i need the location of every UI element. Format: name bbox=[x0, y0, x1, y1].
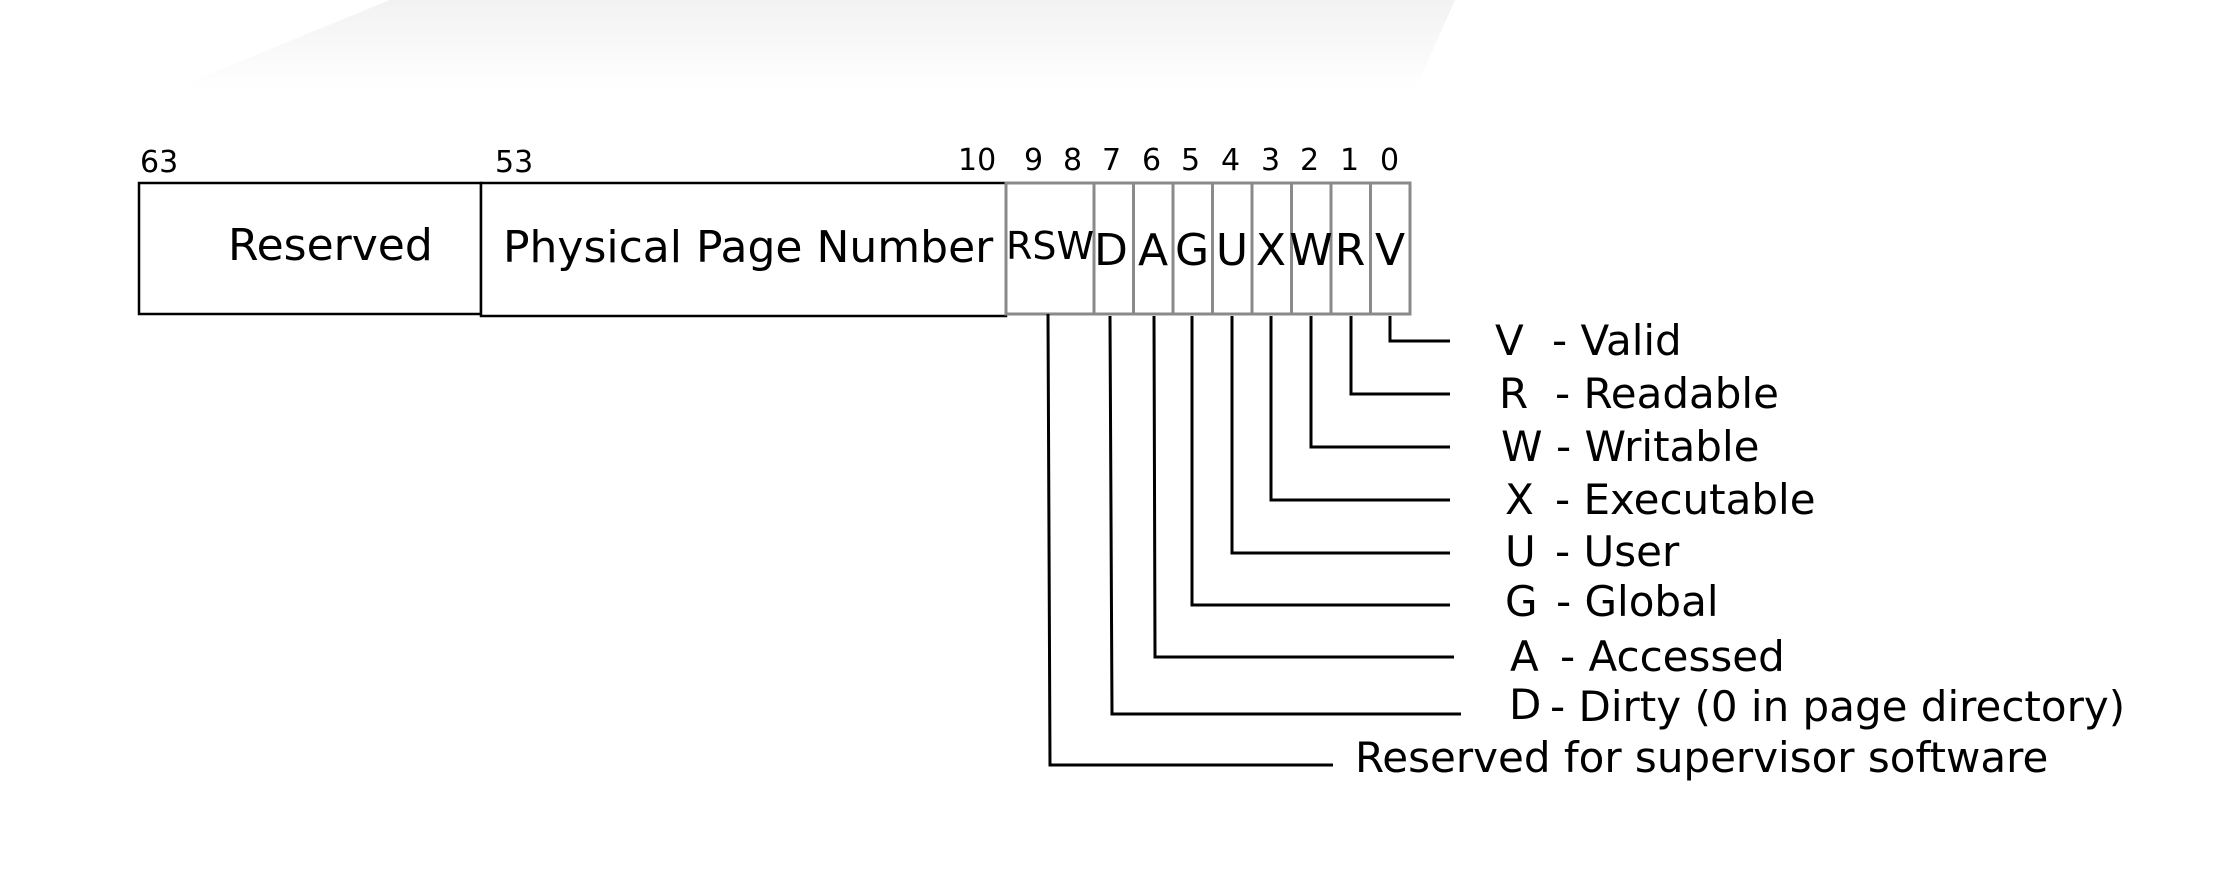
flag-box-a bbox=[1132, 181, 1175, 316]
leader-line-g bbox=[1190, 316, 1450, 607]
leader-line-u bbox=[1230, 316, 1450, 555]
bit-number-10: 10 bbox=[958, 143, 996, 178]
flag-label-d: D bbox=[1094, 225, 1128, 276]
bit-number-53: 53 bbox=[495, 145, 533, 180]
legend-letter-x: X bbox=[1505, 475, 1534, 524]
bit-number-3: 3 bbox=[1261, 143, 1280, 178]
ppn-field-box bbox=[479, 181, 1008, 318]
leader-line-w bbox=[1309, 316, 1450, 449]
legend-desc-w: - Writable bbox=[1556, 422, 1759, 471]
reserved-field-box bbox=[137, 181, 483, 316]
legend-desc-a: - Accessed bbox=[1560, 632, 1785, 681]
rsw-field-label: RSW bbox=[1006, 224, 1094, 268]
leader-line-x bbox=[1269, 316, 1450, 502]
flag-label-v: V bbox=[1375, 225, 1405, 276]
legend-desc-x: - Executable bbox=[1555, 475, 1816, 524]
bit-number-6: 6 bbox=[1142, 143, 1161, 178]
ppn-field-label: Physical Page Number bbox=[503, 222, 994, 273]
flag-label-r: R bbox=[1335, 225, 1366, 276]
flag-label-g: G bbox=[1175, 225, 1209, 276]
flag-box-r bbox=[1329, 181, 1372, 316]
bit-number-2: 2 bbox=[1300, 143, 1319, 178]
rsw-field-box bbox=[1004, 181, 1096, 316]
flag-box-v bbox=[1369, 181, 1412, 316]
flag-label-u: U bbox=[1216, 225, 1248, 276]
legend-desc-g: - Global bbox=[1556, 577, 1718, 626]
legend-letter-d: D bbox=[1509, 680, 1541, 729]
bit-number-9: 9 bbox=[1024, 143, 1043, 178]
legend-desc-v: - Valid bbox=[1552, 316, 1682, 365]
background-shade bbox=[170, 0, 1455, 90]
bit-number-7: 7 bbox=[1102, 143, 1121, 178]
bit-number-0: 0 bbox=[1380, 143, 1399, 178]
flag-box-x bbox=[1250, 181, 1293, 316]
flag-label-a: A bbox=[1138, 225, 1168, 276]
legend-letter-w: W bbox=[1501, 422, 1543, 471]
flag-box-u bbox=[1211, 181, 1254, 316]
bit-number-1: 1 bbox=[1340, 143, 1359, 178]
leader-line-a bbox=[1152, 315, 1454, 659]
leader-line-r bbox=[1349, 316, 1450, 396]
flag-label-w: W bbox=[1289, 225, 1333, 276]
legend-letter-v: V bbox=[1495, 316, 1524, 365]
legend-desc-d: - Dirty (0 in page directory) bbox=[1550, 682, 2125, 731]
legend-letter-u: U bbox=[1505, 527, 1536, 576]
legend-letter-g: G bbox=[1505, 577, 1538, 626]
leader-line-d bbox=[1108, 315, 1461, 716]
bit-number-63: 63 bbox=[140, 145, 178, 180]
legend-desc-u: - User bbox=[1555, 527, 1680, 576]
leader-line-rsw bbox=[1046, 313, 1333, 767]
legend-rsw-desc: Reserved for supervisor software bbox=[1355, 733, 2048, 782]
bit-number-4: 4 bbox=[1221, 143, 1240, 178]
legend-desc-r: - Readable bbox=[1555, 369, 1779, 418]
bit-number-5: 5 bbox=[1181, 143, 1200, 178]
legend-letter-r: R bbox=[1499, 369, 1528, 418]
flag-label-x: X bbox=[1256, 225, 1286, 276]
leader-line-v bbox=[1388, 316, 1450, 343]
bit-number-8: 8 bbox=[1063, 143, 1082, 178]
flag-box-w bbox=[1290, 181, 1333, 316]
legend-letter-a: A bbox=[1510, 632, 1539, 681]
reserved-field-label: Reserved bbox=[228, 220, 433, 271]
